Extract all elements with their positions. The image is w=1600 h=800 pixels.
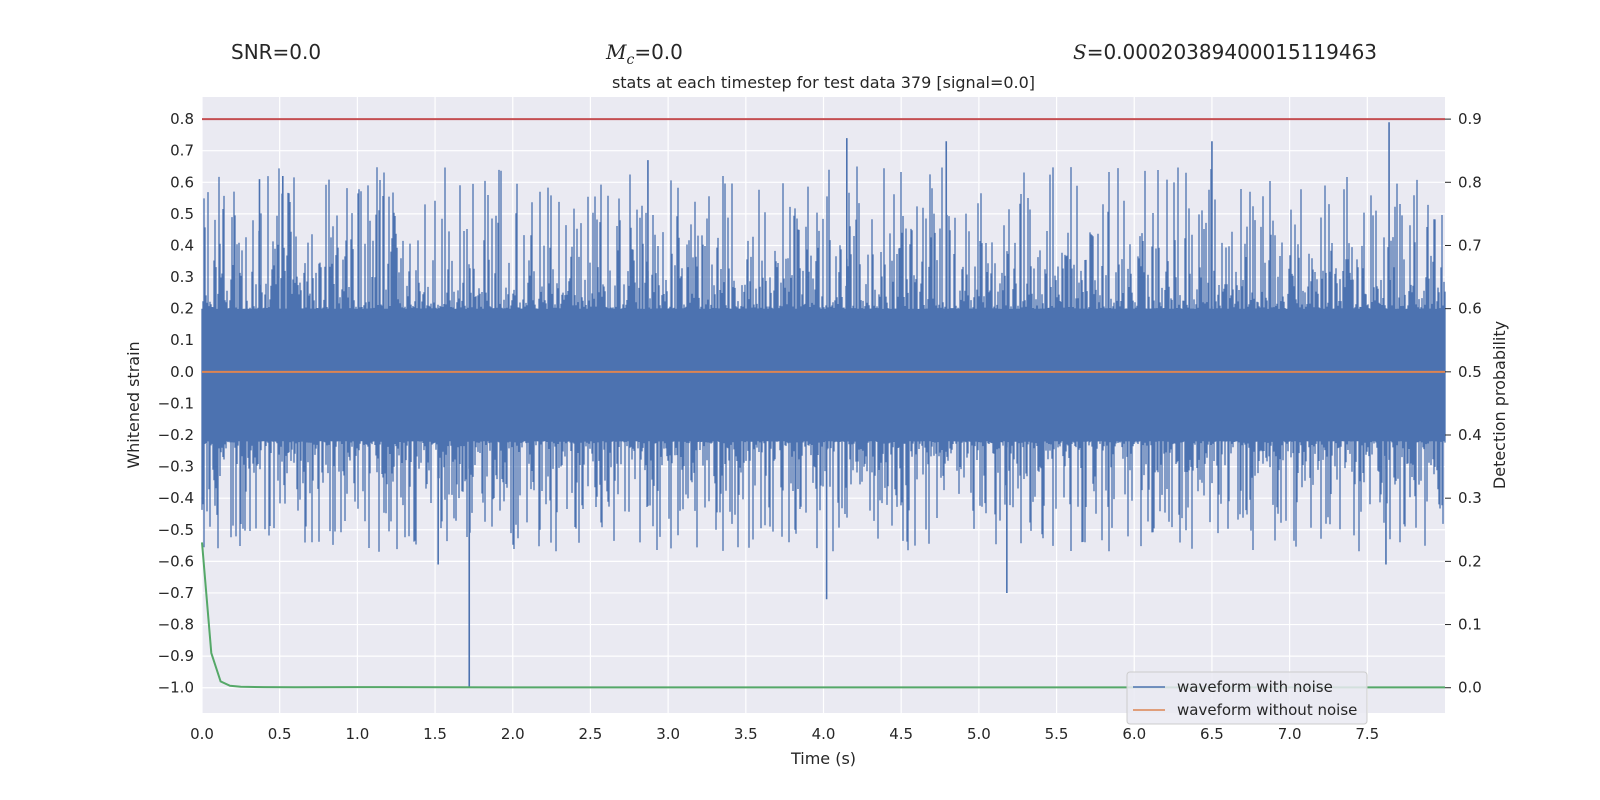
series-detection-probability [201,542,1445,689]
chirp-mass-symbol: M [606,40,627,64]
x-tick-label: 4.5 [889,725,913,743]
statistic-label: S=0.00020389400015119463 [1073,40,1377,64]
statistic-value: =0.00020389400015119463 [1086,40,1378,64]
y2-axis-label: Detection probability [1490,321,1509,489]
y2-tick-label: 0.1 [1458,616,1482,634]
y-tick-label: −0.8 [158,616,194,634]
y2-tick-label: 0.5 [1458,363,1482,381]
x-tick-label: 2.5 [579,725,603,743]
x-tick-label: 5.5 [1045,725,1069,743]
x-tick-label: 1.5 [423,725,447,743]
y2-tick-label: 0.6 [1458,300,1482,318]
x-tick-label: 7.0 [1278,725,1302,743]
y-tick-label: 0.0 [170,363,194,381]
y-tick-label: 0.5 [170,205,194,223]
y2-tick-label: 0.8 [1458,173,1482,191]
y-tick-label: −0.5 [158,521,194,539]
y-tick-label: 0.7 [170,142,194,160]
y2-tick-label: 0.7 [1458,236,1482,254]
x-tick-label: 3.5 [734,725,758,743]
y-tick-label: −0.9 [158,647,194,665]
y-tick-label: −1.0 [158,679,194,697]
probability-trace [201,542,1445,689]
x-tick-label: 3.0 [656,725,680,743]
y-tick-label: 0.1 [170,331,194,349]
y-tick-label: 0.8 [170,110,194,128]
chirp-mass-subscript: c [626,52,635,68]
y2-tick-label: 0.9 [1458,110,1482,128]
y-tick-label: −0.4 [158,489,194,507]
y2-tick-label: 0.4 [1458,426,1482,444]
x-tick-label: 7.5 [1355,725,1379,743]
y-tick-label: −0.2 [158,426,194,444]
y-tick-label: 0.3 [170,268,194,286]
x-tick-label: 0.5 [268,725,292,743]
y-tick-label: 0.2 [170,300,194,318]
x-tick-label: 6.0 [1122,725,1146,743]
legend-box [1126,671,1368,725]
y2-tick-label: 0.0 [1458,679,1482,697]
chirp-mass-value: =0.0 [634,40,683,64]
axes: 0.0 0.5 1.0 1.5 2.0 2.5 3.0 3.5 4.0 4.5 5.0 5.5 6.0 6… [158,110,1482,743]
y-tick-label: −0.3 [158,458,194,476]
snr-label: SNR=0.0 [231,40,322,64]
x-tick-label: 4.0 [812,725,836,743]
y-axis-label: Whitened strain [124,341,143,468]
y2-tick-label: 0.2 [1458,552,1482,570]
y-tick-label: 0.6 [170,173,194,191]
y2-tick-label: 0.3 [1458,489,1482,507]
x-axis-label: Time (s) [790,749,856,768]
x-tick-label: 6.5 [1200,725,1224,743]
legend-label: waveform without noise [1177,701,1357,719]
statistic-symbol: S [1073,40,1087,64]
x-tick-label: 0.0 [190,725,214,743]
legend: waveform with noise waveform without nois… [1126,671,1368,725]
x-tick-label: 1.0 [345,725,369,743]
y-tick-label: −0.6 [158,552,194,570]
x-tick-label: 5.0 [967,725,991,743]
chart-title: stats at each timestep for test data 379… [612,73,1035,92]
y-tick-label: 0.4 [170,236,194,254]
y-tick-label: −0.7 [158,584,194,602]
legend-label: waveform with noise [1177,678,1333,696]
chirp-mass-label: Mc=0.0 [606,40,683,68]
y-tick-label: −0.1 [158,394,194,412]
x-tick-label: 2.0 [501,725,525,743]
